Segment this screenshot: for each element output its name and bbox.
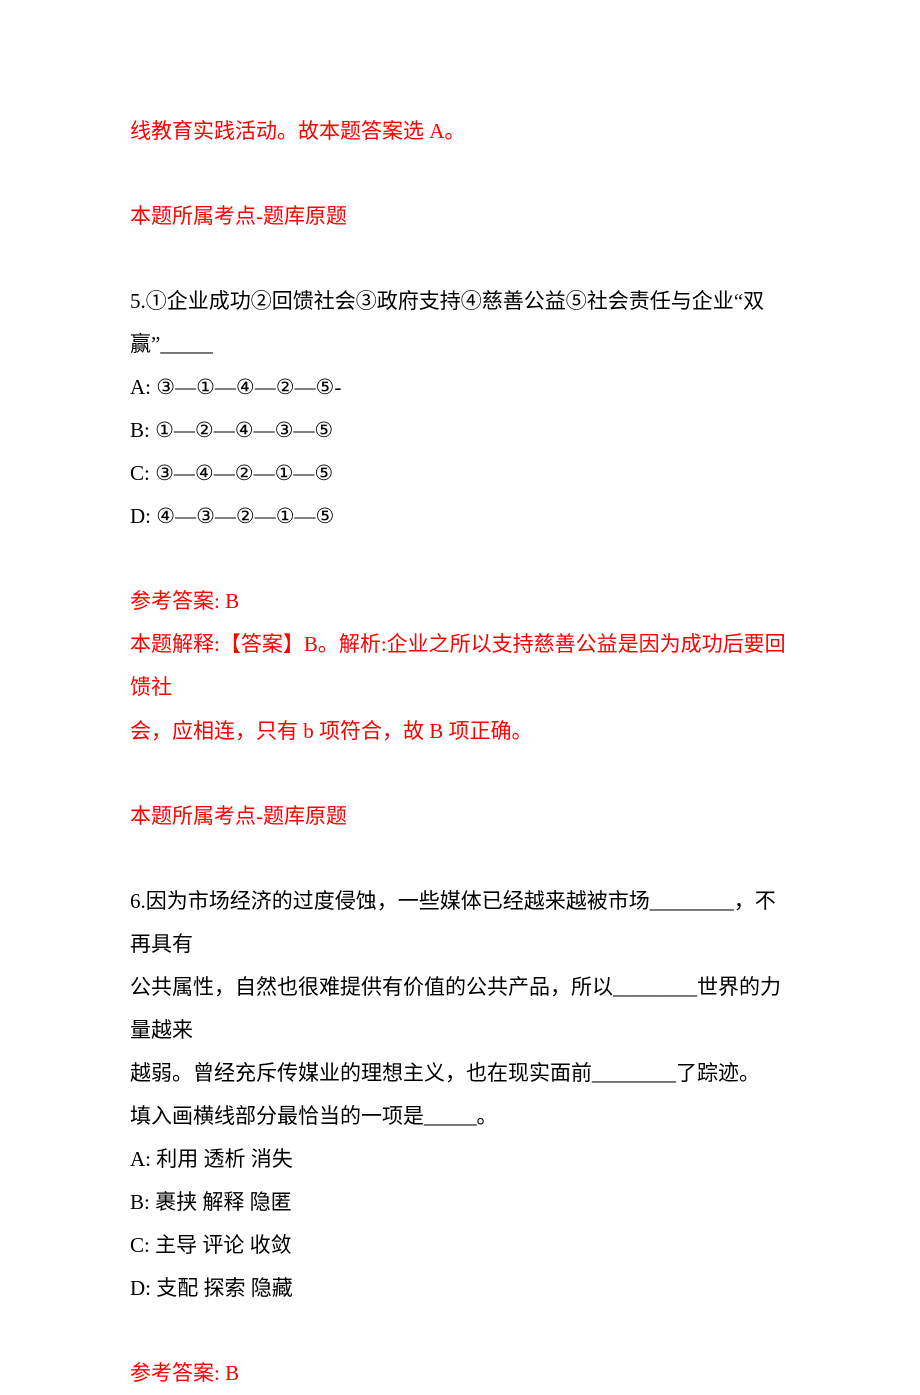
q5-answer-label: 参考答案: B	[130, 580, 790, 623]
q5-stem-line2: 赢”_____	[130, 323, 790, 366]
q5-explain-line2: 会，应相连，只有 b 项符合，故 B 项正确。	[130, 710, 790, 753]
q5-explain-line1: 本题解释:【答案】B。解析:企业之所以支持慈善公益是因为成功后要回馈社	[130, 623, 790, 709]
q6-option-a: A: 利用 透析 消失	[130, 1138, 790, 1181]
q6-answer-block: 参考答案: B	[130, 1352, 790, 1395]
q6-answer-label: 参考答案: B	[130, 1352, 790, 1395]
q5-stem-line1: 5.①企业成功②回馈社会③政府支持④慈善公益⑤社会责任与企业“双	[130, 280, 790, 323]
topic-label-2: 本题所属考点-题库原题	[130, 795, 790, 838]
q5-option-c: C: ③—④—②—①—⑤	[130, 452, 790, 495]
q6-option-d: D: 支配 探索 隐藏	[130, 1267, 790, 1310]
q6-stem-line3: 越弱。曾经充斥传媒业的理想主义，也在现实面前________了踪迹。	[130, 1052, 790, 1095]
q5-number: 5.	[130, 289, 146, 313]
q6-number: 6.	[130, 889, 146, 913]
q5-option-a: A: ③—①—④—②—⑤-	[130, 366, 790, 409]
topic-label: 本题所属考点-题库原题	[130, 195, 790, 238]
prev-answer-tail: 线教育实践活动。故本题答案选 A。	[130, 110, 790, 153]
question-5: 5.①企业成功②回馈社会③政府支持④慈善公益⑤社会责任与企业“双 赢”_____…	[130, 280, 790, 538]
q5-option-d: D: ④—③—②—①—⑤	[130, 495, 790, 538]
q5-option-b: B: ①—②—④—③—⑤	[130, 409, 790, 452]
question-6: 6.因为市场经济的过度侵蚀，一些媒体已经越来越被市场________，不再具有 …	[130, 880, 790, 1310]
q6-option-b: B: 裹挟 解释 隐匿	[130, 1181, 790, 1224]
q5-answer-block: 参考答案: B 本题解释:【答案】B。解析:企业之所以支持慈善公益是因为成功后要…	[130, 580, 790, 752]
q6-stem-line1: 6.因为市场经济的过度侵蚀，一些媒体已经越来越被市场________，不再具有	[130, 880, 790, 966]
q6-option-c: C: 主导 评论 收敛	[130, 1224, 790, 1267]
q6-stem-line2: 公共属性，自然也很难提供有价值的公共产品，所以________世界的力量越来	[130, 966, 790, 1052]
q6-stem-line4: 填入画横线部分最恰当的一项是_____。	[130, 1095, 790, 1138]
